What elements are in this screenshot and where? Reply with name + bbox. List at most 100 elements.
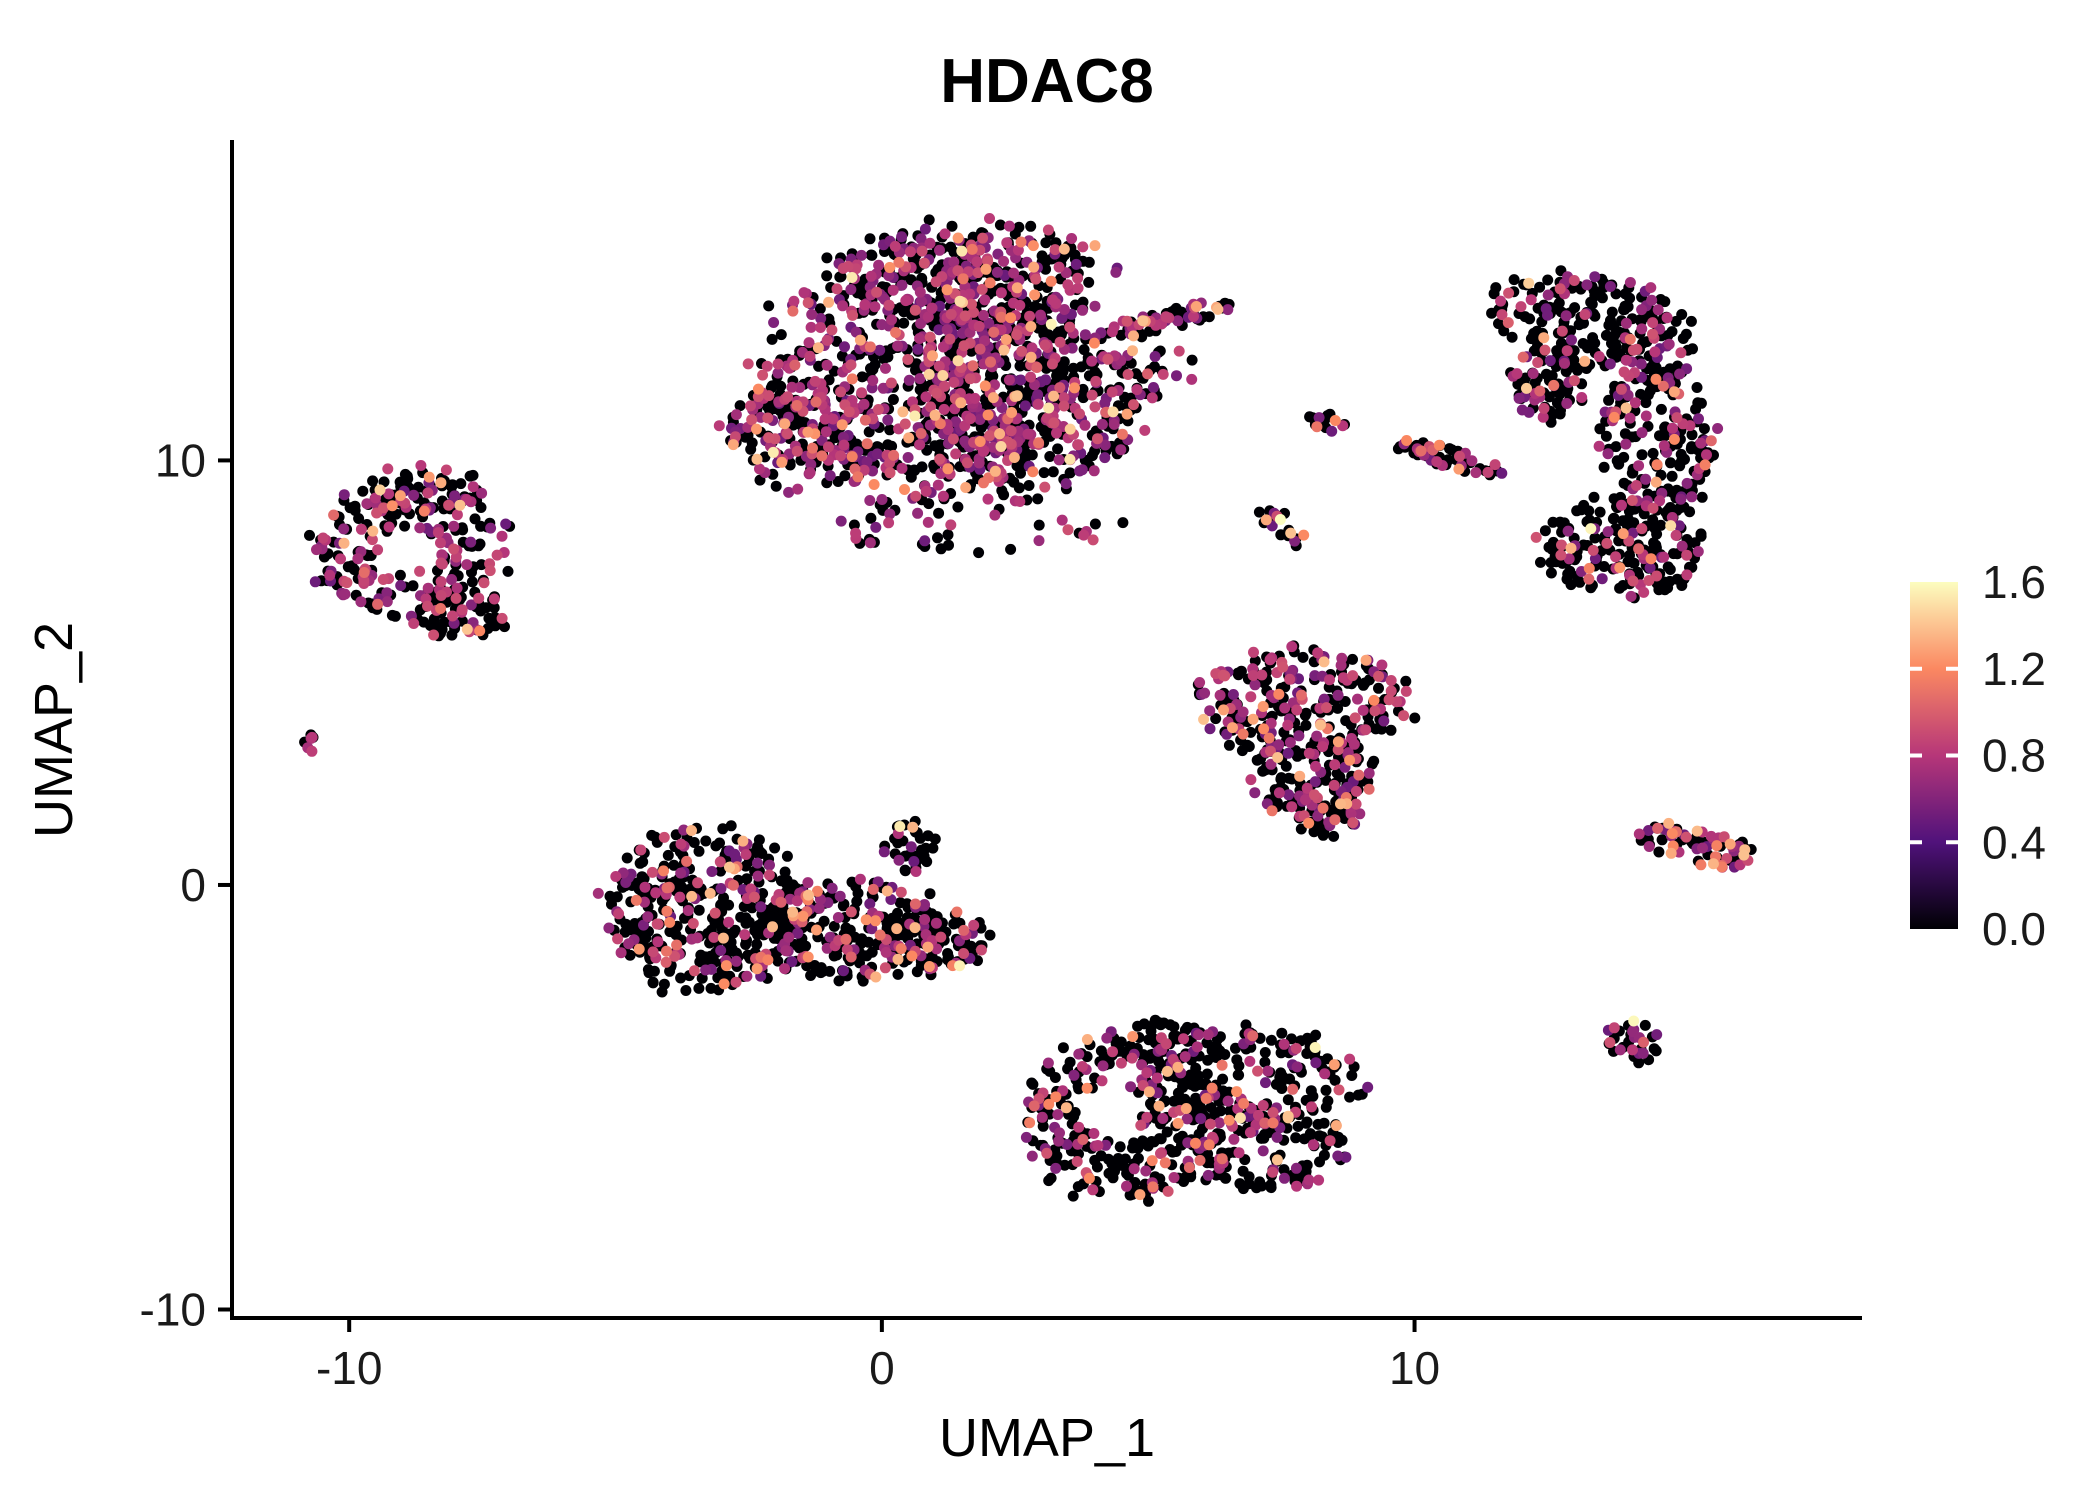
data-point <box>1058 304 1070 315</box>
data-point <box>1470 467 1482 479</box>
data-point <box>1161 1065 1173 1077</box>
data-point <box>1265 717 1277 729</box>
data-point <box>1213 1117 1225 1129</box>
data-point <box>1618 477 1630 489</box>
data-point <box>1086 355 1098 367</box>
data-point <box>1100 1139 1112 1151</box>
data-point <box>1576 392 1588 403</box>
data-point <box>1212 303 1224 315</box>
data-point <box>804 350 816 362</box>
data-point <box>885 894 897 905</box>
data-point <box>821 252 833 264</box>
data-point <box>1032 493 1044 505</box>
data-point <box>1643 825 1654 836</box>
data-point <box>846 451 858 463</box>
data-point <box>1363 767 1375 779</box>
data-point <box>1369 705 1381 717</box>
data-point <box>945 519 957 531</box>
data-point <box>754 463 765 475</box>
data-point <box>1695 528 1707 540</box>
data-point <box>879 962 891 974</box>
data-point <box>661 882 673 894</box>
data-point <box>1645 553 1657 565</box>
data-point <box>927 842 939 854</box>
data-point <box>1312 647 1324 659</box>
data-point <box>306 731 318 743</box>
data-point <box>1247 1030 1259 1042</box>
data-point <box>1260 514 1272 526</box>
data-point <box>924 237 936 249</box>
data-point <box>435 557 447 569</box>
data-point <box>1230 1042 1241 1054</box>
data-point <box>866 249 878 261</box>
data-point <box>639 881 651 893</box>
data-point <box>975 422 987 434</box>
data-point <box>740 939 752 950</box>
data-point <box>1496 467 1508 479</box>
data-point <box>1233 1069 1245 1081</box>
data-point <box>428 629 440 641</box>
data-point <box>1049 1072 1061 1083</box>
data-point <box>884 467 896 479</box>
data-point <box>341 577 353 589</box>
data-point <box>1543 391 1555 403</box>
data-point <box>1210 713 1222 725</box>
data-point <box>1643 575 1655 586</box>
data-point <box>762 954 774 966</box>
data-point <box>1056 514 1068 526</box>
data-point <box>1074 408 1085 420</box>
data-point <box>502 565 514 577</box>
data-point <box>1373 682 1384 694</box>
data-point <box>1368 755 1380 767</box>
data-point <box>1348 738 1360 750</box>
data-point <box>746 902 758 914</box>
data-point <box>1608 1022 1620 1034</box>
data-point <box>1585 582 1597 594</box>
data-point <box>948 256 960 268</box>
data-point <box>1083 256 1095 268</box>
data-point <box>661 945 672 957</box>
data-point <box>792 483 804 495</box>
data-point <box>1315 719 1326 731</box>
data-point <box>418 505 430 517</box>
data-point <box>1121 315 1133 327</box>
data-point <box>982 409 994 421</box>
data-point <box>1318 656 1330 668</box>
data-point <box>1116 428 1128 440</box>
data-point <box>872 404 884 415</box>
data-point <box>1043 402 1055 414</box>
data-point <box>763 390 775 402</box>
data-point <box>1025 371 1037 383</box>
data-point <box>902 452 914 463</box>
data-point <box>984 929 996 941</box>
data-point <box>456 522 468 534</box>
data-point <box>1271 1154 1283 1166</box>
data-point <box>1259 1056 1271 1068</box>
data-point <box>1233 1147 1245 1159</box>
data-point <box>1003 374 1015 386</box>
data-point <box>1081 1051 1093 1063</box>
data-point <box>784 459 796 471</box>
data-point <box>974 343 986 355</box>
data-point <box>1699 459 1711 471</box>
data-point <box>692 877 704 889</box>
data-point <box>1253 1109 1264 1121</box>
data-point <box>924 888 936 900</box>
data-point <box>1326 425 1338 437</box>
data-point <box>775 380 787 392</box>
data-point <box>729 848 741 860</box>
data-point <box>874 344 886 356</box>
data-point <box>1628 557 1640 569</box>
data-point <box>767 921 778 933</box>
data-point <box>1493 318 1504 330</box>
data-point <box>349 505 361 516</box>
data-point <box>968 919 980 931</box>
data-point <box>1616 499 1627 511</box>
data-point <box>1578 539 1589 551</box>
data-point <box>1363 674 1375 686</box>
data-point <box>1624 292 1636 304</box>
data-point <box>931 387 943 399</box>
data-point <box>1583 573 1595 585</box>
data-point <box>1738 849 1750 861</box>
data-point <box>863 936 875 948</box>
